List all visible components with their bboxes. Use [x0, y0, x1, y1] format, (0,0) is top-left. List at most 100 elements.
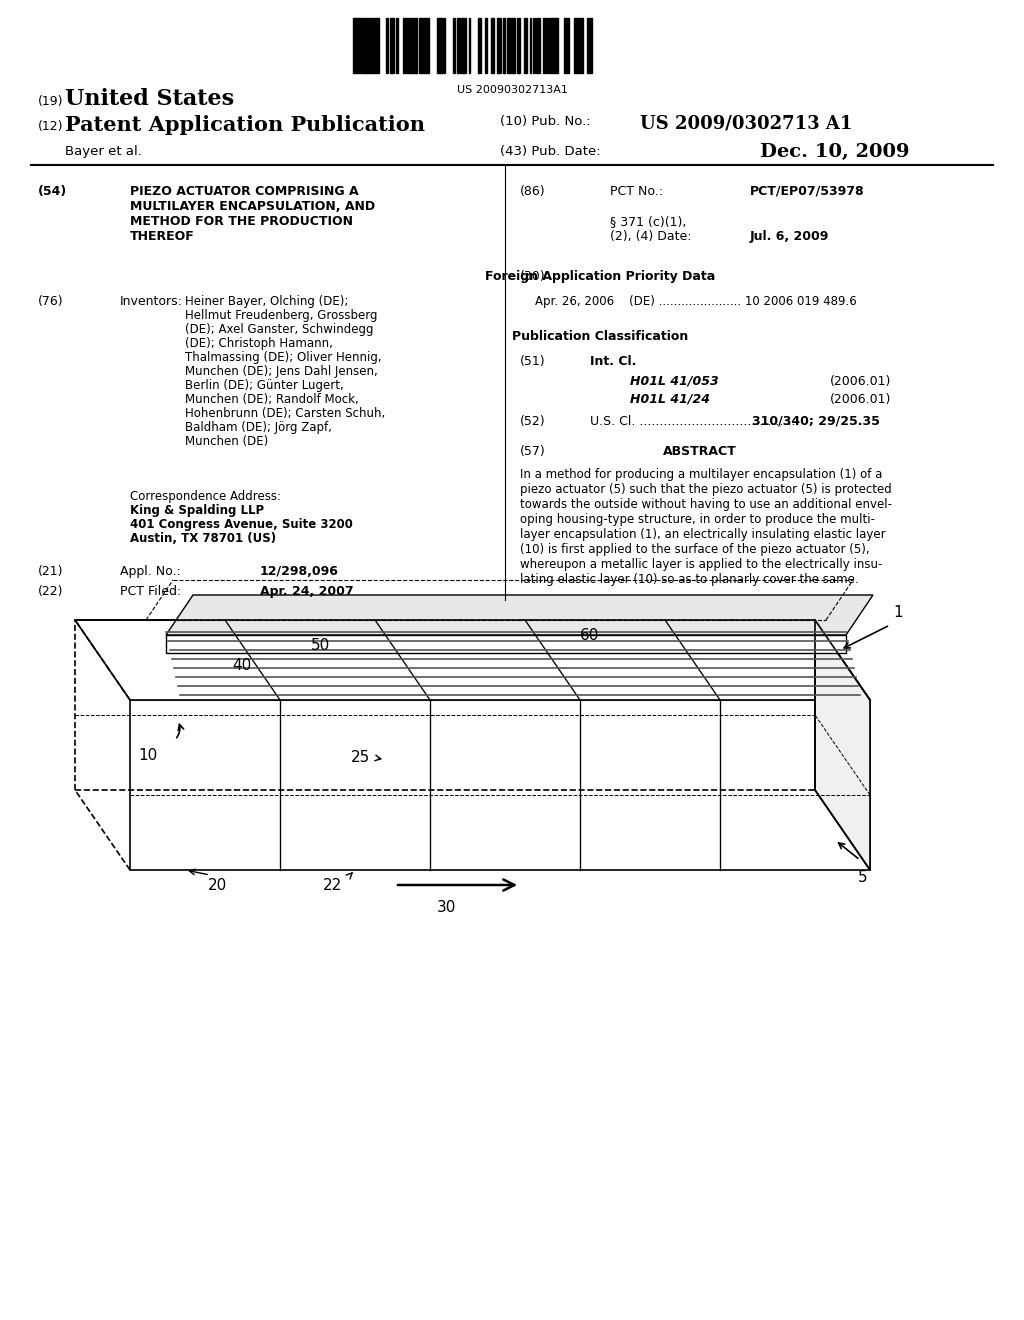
Text: (10) Pub. No.:: (10) Pub. No.: — [500, 115, 591, 128]
Bar — [512, 18, 515, 73]
Text: (2006.01): (2006.01) — [830, 375, 891, 388]
Text: Heiner Bayer, Olching (DE);: Heiner Bayer, Olching (DE); — [185, 294, 348, 308]
Bar — [376, 18, 379, 73]
Text: Foreign Application Priority Data: Foreign Application Priority Data — [485, 271, 715, 282]
Text: 310/340; 29/25.35: 310/340; 29/25.35 — [752, 414, 880, 428]
Bar — [537, 18, 540, 73]
Bar — [419, 18, 421, 73]
Bar — [367, 18, 370, 73]
Polygon shape — [75, 620, 870, 700]
Bar — [577, 18, 580, 73]
Text: 12/298,096: 12/298,096 — [260, 565, 339, 578]
Text: (76): (76) — [38, 294, 63, 308]
Bar — [565, 18, 568, 73]
Bar — [390, 18, 392, 73]
Text: H01L 41/24: H01L 41/24 — [630, 393, 710, 407]
Text: (12): (12) — [38, 120, 63, 133]
Text: Inventors:: Inventors: — [120, 294, 183, 308]
Text: Patent Application Publication: Patent Application Publication — [65, 115, 425, 135]
Bar — [426, 18, 429, 73]
Bar — [421, 18, 424, 73]
Text: 22: 22 — [324, 878, 343, 894]
Text: 20: 20 — [208, 878, 227, 894]
Text: 30: 30 — [437, 900, 457, 915]
Bar — [412, 18, 414, 73]
Text: ABSTRACT: ABSTRACT — [664, 445, 737, 458]
Text: (54): (54) — [38, 185, 68, 198]
Text: Dec. 10, 2009: Dec. 10, 2009 — [760, 143, 909, 161]
Polygon shape — [166, 635, 846, 653]
Bar — [543, 18, 546, 73]
Bar — [503, 18, 505, 73]
Text: (DE); Christoph Hamann,: (DE); Christoph Hamann, — [185, 337, 333, 350]
Text: PCT Filed:: PCT Filed: — [120, 585, 181, 598]
Text: Appl. No.:: Appl. No.: — [120, 565, 181, 578]
Text: Berlin (DE); Günter Lugert,: Berlin (DE); Günter Lugert, — [185, 379, 344, 392]
Text: 50: 50 — [310, 638, 330, 653]
Text: 60: 60 — [581, 628, 600, 643]
Text: PCT/EP07/53978: PCT/EP07/53978 — [750, 185, 864, 198]
Text: 25: 25 — [351, 751, 370, 766]
Polygon shape — [166, 595, 873, 635]
Text: Thalmassing (DE); Oliver Hennig,: Thalmassing (DE); Oliver Hennig, — [185, 351, 382, 364]
Bar — [437, 18, 440, 73]
Bar — [590, 18, 592, 73]
Text: Hohenbrunn (DE); Carsten Schuh,: Hohenbrunn (DE); Carsten Schuh, — [185, 407, 385, 420]
Bar — [581, 18, 583, 73]
Text: King & Spalding LLP: King & Spalding LLP — [130, 504, 264, 517]
Text: Int. Cl.: Int. Cl. — [590, 355, 636, 368]
Bar — [424, 18, 426, 73]
Bar — [507, 18, 509, 73]
Text: Munchen (DE); Randolf Mock,: Munchen (DE); Randolf Mock, — [185, 393, 358, 407]
Text: 40: 40 — [232, 657, 252, 673]
Bar — [396, 18, 398, 73]
Bar — [373, 18, 376, 73]
Text: (43) Pub. Date:: (43) Pub. Date: — [500, 145, 601, 158]
Bar — [406, 18, 409, 73]
Text: Jul. 6, 2009: Jul. 6, 2009 — [750, 230, 829, 243]
Bar — [403, 18, 406, 73]
Text: Apr. 24, 2007: Apr. 24, 2007 — [260, 585, 353, 598]
Bar — [409, 18, 412, 73]
Bar — [499, 18, 501, 73]
Bar — [354, 18, 357, 73]
Text: § 371 (c)(1),
(2), (4) Date:: § 371 (c)(1), (2), (4) Date: — [610, 215, 691, 243]
Text: Hellmut Freudenberg, Grossberg: Hellmut Freudenberg, Grossberg — [185, 309, 378, 322]
Text: (2006.01): (2006.01) — [830, 393, 891, 407]
Text: (DE); Axel Ganster, Schwindegg: (DE); Axel Ganster, Schwindegg — [185, 323, 374, 337]
Text: (52): (52) — [520, 414, 546, 428]
Text: Correspondence Address:: Correspondence Address: — [130, 490, 281, 503]
Bar — [461, 18, 463, 73]
Text: Bayer et al.: Bayer et al. — [65, 145, 142, 158]
Bar — [554, 18, 557, 73]
Bar — [517, 18, 520, 73]
Bar — [490, 18, 493, 73]
Text: Apr. 26, 2006    (DE) ...................... 10 2006 019 489.6: Apr. 26, 2006 (DE) .....................… — [520, 294, 857, 308]
Bar — [365, 18, 367, 73]
Text: (21): (21) — [38, 565, 63, 578]
Bar — [574, 18, 575, 73]
Text: (86): (86) — [520, 185, 546, 198]
Text: (19): (19) — [38, 95, 63, 108]
Bar — [587, 18, 590, 73]
Bar — [551, 18, 554, 73]
Text: PCT No.:: PCT No.: — [610, 185, 663, 198]
Text: Munchen (DE): Munchen (DE) — [185, 436, 268, 447]
Text: Austin, TX 78701 (US): Austin, TX 78701 (US) — [130, 532, 276, 545]
Bar — [509, 18, 512, 73]
Text: Baldham (DE); Jörg Zapf,: Baldham (DE); Jörg Zapf, — [185, 421, 332, 434]
Polygon shape — [815, 620, 870, 870]
Text: In a method for producing a multilayer encapsulation (1) of a
piezo actuator (5): In a method for producing a multilayer e… — [520, 469, 892, 586]
Bar — [548, 18, 551, 73]
Text: (30): (30) — [520, 271, 546, 282]
Text: (51): (51) — [520, 355, 546, 368]
Bar — [440, 18, 443, 73]
Bar — [386, 18, 388, 73]
Text: Publication Classification: Publication Classification — [512, 330, 688, 343]
Text: 1: 1 — [893, 605, 902, 620]
Text: (22): (22) — [38, 585, 63, 598]
Text: Munchen (DE); Jens Dahl Jensen,: Munchen (DE); Jens Dahl Jensen, — [185, 366, 378, 378]
Bar — [362, 18, 365, 73]
Bar — [458, 18, 460, 73]
Bar — [370, 18, 373, 73]
